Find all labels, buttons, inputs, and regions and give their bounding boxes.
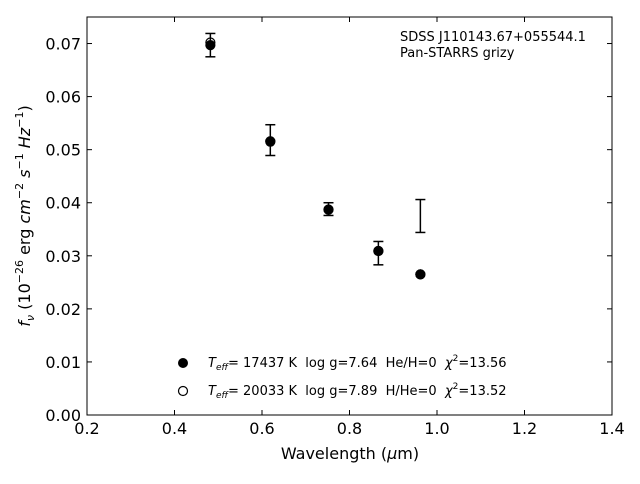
error-bars [205,32,426,266]
y-tick-label: 0.04 [45,194,81,213]
y-tick-label: 0.07 [45,35,81,54]
x-tick-label: 1.4 [599,419,624,438]
y-tick-label: 0.05 [45,141,81,160]
x-tick-label: 0.8 [337,419,362,438]
y-tick-label: 0.01 [45,353,81,372]
model-point-open [373,245,384,257]
x-tick-label: 1.0 [424,419,449,438]
model-point-open [265,136,276,147]
legend-marker-filled [178,358,188,368]
y-axis-label: fν (10−26 erg cm−2 s−1 Hz−1) [13,105,37,326]
model-point-open [205,37,216,48]
axis-ticks: 0.2 0.4 0.6 0.8 1.0 1.2 1.4 0.00 0.01 0.02 0.03 0.0… [45,17,625,438]
model-point-open [415,269,426,280]
model-point-open [323,204,334,215]
annotation-object-name: SDSS J110143.67+055544.1 [400,30,586,45]
legend-marker-open [177,385,189,397]
data-points [205,37,426,280]
model-point-filled [205,40,216,51]
y-tick-label: 0.03 [45,247,81,266]
x-tick-label: 0.2 [74,419,99,438]
y-tick-label: 0.02 [45,300,81,319]
legend: Teff= 17437 K log g=7.64 He/H=0 χ2=13.56… [177,354,507,401]
x-tick-label: 1.2 [512,419,537,438]
annotation-survey: Pan-STARRS grizy [400,46,515,61]
x-axis-label: Wavelength (μm) [281,444,419,463]
legend-entry-2: Teff= 20033 K log g=7.89 H/He=0 χ2=13.52 [208,382,507,401]
x-tick-label: 0.4 [162,419,187,438]
legend-entry-1: Teff= 17437 K log g=7.64 He/H=0 χ2=13.56 [208,354,507,373]
x-tick-label: 0.6 [249,419,274,438]
y-tick-label: 0.06 [45,88,81,107]
y-tick-label: 0.00 [45,406,81,425]
